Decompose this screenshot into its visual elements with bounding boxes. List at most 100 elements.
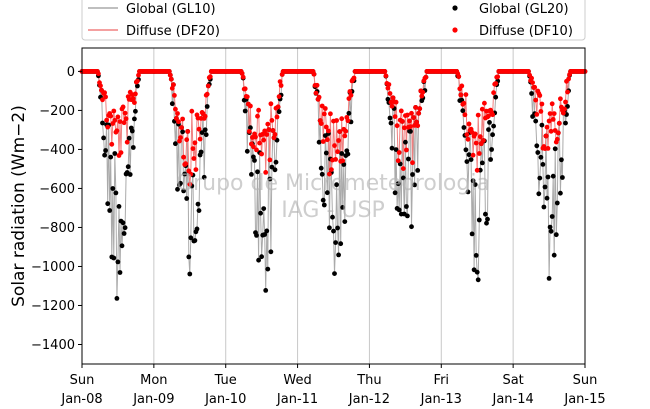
point-df10 (327, 171, 332, 177)
point-df10 (123, 116, 129, 122)
point-df10 (554, 136, 560, 142)
point-df10 (192, 140, 198, 146)
point-df10 (404, 147, 409, 153)
point-gl20 (389, 145, 395, 151)
point-df10 (246, 129, 252, 134)
point-df10 (490, 112, 495, 118)
point-df10 (276, 94, 282, 99)
point-gl20 (558, 190, 563, 196)
point-gl20 (320, 197, 326, 203)
watermark-line-2: IAG - USP (281, 198, 384, 223)
point-gl20 (341, 162, 347, 167)
point-gl20 (125, 164, 131, 170)
point-gl20 (464, 159, 470, 165)
point-df10 (465, 136, 471, 142)
point-df10 (321, 111, 327, 117)
point-df10 (389, 103, 395, 109)
point-df10 (464, 132, 470, 138)
point-gl20 (265, 266, 271, 272)
point-df10 (118, 150, 124, 156)
point-gl20 (535, 150, 541, 155)
point-df10 (392, 114, 398, 119)
point-gl20 (465, 189, 471, 195)
legend-label-df20: Diffuse (DF20) (126, 24, 220, 39)
point-gl20 (258, 210, 263, 216)
point-gl20 (318, 165, 324, 171)
point-gl20 (204, 104, 210, 109)
point-df10 (274, 114, 280, 120)
point-df10 (337, 129, 343, 135)
point-gl20 (472, 182, 478, 188)
point-gl20 (194, 226, 200, 232)
point-df10 (458, 92, 464, 98)
point-df10 (264, 132, 270, 137)
point-df10 (473, 140, 479, 146)
legend: Global (GL10) Diffuse (DF20) Global (GL2… (81, 0, 586, 41)
point-gl20 (102, 152, 107, 158)
point-df10 (257, 140, 262, 146)
point-df10 (115, 114, 121, 120)
point-df10 (239, 71, 245, 76)
point-gl20 (400, 175, 406, 181)
point-gl20 (553, 232, 559, 238)
point-gl20 (470, 178, 476, 184)
point-df10 (565, 89, 570, 95)
point-df10 (266, 127, 272, 133)
point-df10 (332, 143, 337, 149)
point-df10 (386, 82, 392, 87)
point-gl20 (129, 128, 135, 134)
point-df10 (416, 110, 422, 116)
point-gl20 (127, 172, 133, 177)
point-gl20 (392, 190, 398, 196)
point-gl20 (100, 120, 105, 126)
point-gl20 (255, 169, 260, 175)
point-df10 (482, 100, 487, 106)
x-tick-label-date: Jan-11 (276, 392, 318, 407)
point-df10 (108, 113, 114, 119)
legend-label-df10: Diffuse (DF10) (479, 24, 573, 39)
point-gl20 (409, 224, 414, 230)
point-df10 (193, 167, 199, 173)
point-gl20 (339, 151, 345, 156)
point-df10 (135, 78, 140, 84)
point-df10 (278, 83, 284, 88)
point-gl20 (484, 220, 489, 226)
point-gl20 (466, 152, 472, 158)
point-gl20 (202, 127, 208, 133)
point-gl20 (117, 270, 123, 275)
point-gl20 (335, 225, 340, 231)
point-df10 (103, 94, 108, 100)
legend-swatch-gl20 (452, 5, 458, 11)
x-tick-label-day: Tue (214, 373, 237, 388)
point-gl20 (181, 188, 187, 194)
point-gl20 (201, 174, 207, 180)
point-df10 (543, 133, 549, 139)
point-df10 (466, 121, 472, 127)
point-df10 (398, 108, 404, 114)
point-gl20 (107, 208, 113, 213)
point-df10 (111, 108, 117, 114)
point-gl20 (184, 196, 190, 201)
point-df10 (120, 104, 126, 110)
point-df10 (121, 120, 127, 126)
point-df10 (205, 83, 211, 89)
point-df10 (461, 100, 467, 106)
point-gl20 (483, 211, 488, 217)
point-gl20 (404, 204, 409, 209)
point-gl20 (395, 181, 401, 187)
point-gl20 (105, 201, 111, 207)
x-tick-label-day: Sun (573, 373, 598, 388)
point-df10 (382, 69, 388, 74)
point-df10 (537, 93, 543, 98)
point-gl20 (248, 125, 253, 131)
point-gl20 (114, 296, 120, 301)
point-df10 (207, 74, 213, 80)
point-df10 (481, 138, 486, 143)
point-df10 (259, 151, 264, 157)
point-gl20 (486, 127, 491, 132)
point-df10 (329, 167, 334, 173)
x-tick-label-day: Sat (502, 373, 523, 388)
point-gl20 (175, 186, 180, 192)
point-df10 (272, 132, 278, 137)
point-gl20 (261, 206, 267, 212)
